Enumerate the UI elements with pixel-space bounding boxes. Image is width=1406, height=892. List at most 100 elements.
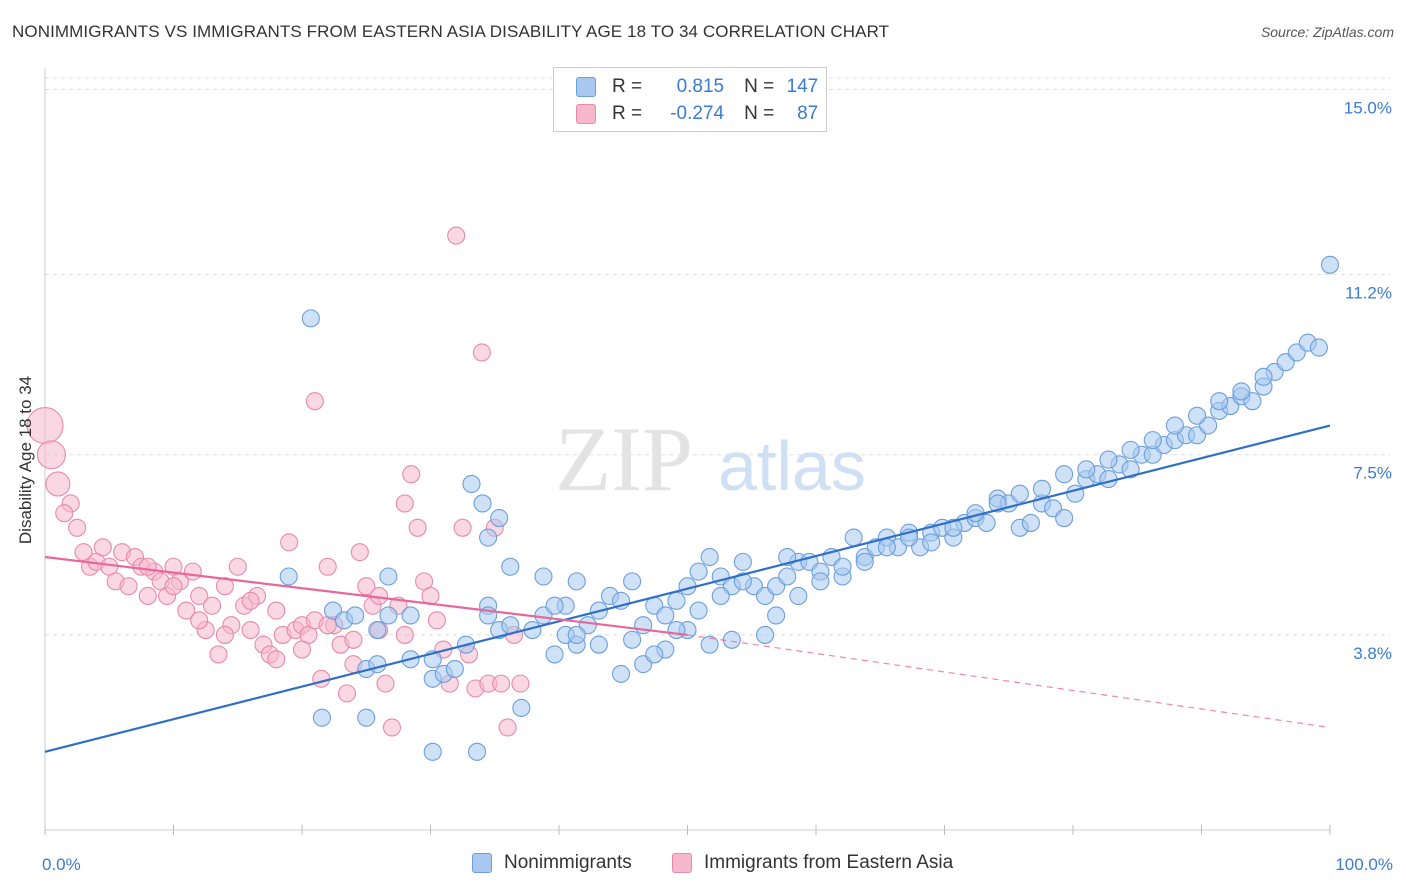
data-point-nonimmigrants xyxy=(789,586,808,606)
data-point-nonimmigrants xyxy=(700,547,719,567)
data-point-immigrants xyxy=(203,596,222,615)
data-point-nonimmigrants xyxy=(1210,392,1229,411)
data-point-nonimmigrants xyxy=(567,625,586,644)
correlation-legend: R = 0.815 N = 147 R = -0.274 N = 87 xyxy=(553,67,827,132)
data-point-immigrants xyxy=(68,518,87,537)
data-point-immigrants xyxy=(138,557,157,576)
data-point-nonimmigrants xyxy=(312,708,331,727)
data-point-nonimmigrants xyxy=(844,528,863,547)
data-point-immigrants xyxy=(318,557,337,576)
data-point-nonimmigrants xyxy=(589,635,608,654)
series-nonimmigrants-points xyxy=(279,255,1340,761)
data-point-nonimmigrants xyxy=(379,567,398,586)
data-point-nonimmigrants xyxy=(833,557,852,576)
bottom-legend-label: Nonimmigrants xyxy=(504,852,632,873)
data-point-immigrants xyxy=(45,471,71,497)
data-point-immigrants xyxy=(344,630,363,649)
data-point-immigrants xyxy=(183,562,202,581)
legend-r-value: -0.274 xyxy=(670,103,725,124)
data-point-immigrants xyxy=(395,494,414,513)
data-point-immigrants xyxy=(357,577,376,596)
data-point-immigrants xyxy=(498,718,517,737)
data-point-nonimmigrants xyxy=(423,742,442,761)
x-tick-label: 0.0% xyxy=(42,855,81,874)
data-point-nonimmigrants xyxy=(545,596,564,615)
data-point-nonimmigrants xyxy=(1099,450,1118,469)
data-point-nonimmigrants xyxy=(778,567,797,586)
data-point-immigrants xyxy=(55,504,74,523)
legend-row-immigrants: R = -0.274 N = 87 xyxy=(576,101,818,127)
data-point-nonimmigrants xyxy=(1143,431,1162,450)
watermark-atlas: atlas xyxy=(718,427,866,505)
data-point-nonimmigrants xyxy=(368,621,387,640)
y-tick-label: 7.5% xyxy=(1353,464,1392,483)
data-point-nonimmigrants xyxy=(922,533,941,552)
data-point-immigrants xyxy=(177,601,196,620)
data-point-nonimmigrants xyxy=(711,586,730,606)
data-point-nonimmigrants xyxy=(722,630,741,649)
data-point-immigrants xyxy=(376,674,395,693)
data-point-nonimmigrants xyxy=(1099,470,1118,489)
trend-line-immigrants xyxy=(44,555,688,637)
data-point-immigrants xyxy=(427,611,446,630)
data-point-nonimmigrants xyxy=(1121,460,1140,479)
x-tick-label: 100.0% xyxy=(1335,855,1393,874)
y-tick-label: 11.2% xyxy=(1345,284,1392,303)
data-point-nonimmigrants xyxy=(1232,382,1251,401)
data-point-immigrants xyxy=(190,611,209,630)
watermark-zip: ZIP xyxy=(555,408,693,510)
trend-line-immigrants-extension xyxy=(687,634,1331,729)
bottom-legend-nonimmigrants: Nonimmigrants xyxy=(472,852,632,874)
data-point-nonimmigrants xyxy=(944,518,963,537)
legend-row-nonimmigrants: R = 0.815 N = 147 xyxy=(576,74,818,100)
data-point-immigrants xyxy=(472,343,491,362)
tick-labels: 3.8% 7.5% 11.2% 15.0% 0.0% 100.0% xyxy=(42,98,1393,874)
legend-swatch-blue xyxy=(576,77,596,97)
data-point-nonimmigrants xyxy=(467,742,487,761)
data-point-nonimmigrants xyxy=(462,474,481,494)
data-point-nonimmigrants xyxy=(689,601,708,620)
data-point-immigrants xyxy=(241,591,260,610)
legend-n-value: 147 xyxy=(786,76,819,97)
data-point-nonimmigrants xyxy=(611,664,631,683)
y-tick-label: 15.0% xyxy=(1344,98,1392,117)
bottom-legend-swatch-blue xyxy=(472,853,492,873)
data-point-immigrants xyxy=(209,645,228,664)
data-point-immigrants xyxy=(395,625,414,644)
data-point-immigrants xyxy=(453,518,472,537)
data-point-nonimmigrants xyxy=(855,552,874,571)
data-point-nonimmigrants xyxy=(479,528,498,547)
bottom-legend-immigrants: Immigrants from Eastern Asia xyxy=(672,852,953,874)
legend-r-label: R = xyxy=(612,103,643,124)
trend-lines xyxy=(44,424,1331,753)
data-point-nonimmigrants xyxy=(1254,367,1273,386)
data-point-nonimmigrants xyxy=(767,606,786,625)
data-point-immigrants xyxy=(215,625,234,644)
data-point-nonimmigrants xyxy=(667,591,686,610)
data-point-nonimmigrants xyxy=(700,635,719,654)
data-point-immigrants xyxy=(228,557,247,576)
data-point-nonimmigrants xyxy=(1165,416,1184,435)
data-point-immigrants xyxy=(267,601,286,620)
y-tick-label: 3.8% xyxy=(1353,644,1392,663)
data-point-nonimmigrants xyxy=(1021,513,1040,532)
data-point-immigrants xyxy=(93,538,112,557)
data-point-nonimmigrants xyxy=(623,630,642,649)
data-point-immigrants xyxy=(241,621,260,640)
data-point-immigrants xyxy=(337,684,357,703)
data-point-immigrants xyxy=(511,674,530,693)
bottom-legend-label: Immigrants from Eastern Asia xyxy=(704,852,954,873)
data-point-nonimmigrants xyxy=(689,562,708,581)
bottom-legend-swatch-pink xyxy=(672,853,692,873)
data-point-immigrants xyxy=(164,577,183,596)
watermark: ZIP atlas xyxy=(555,408,866,510)
legend-n-label: N = xyxy=(744,103,775,124)
data-point-nonimmigrants xyxy=(667,621,686,640)
series-immigrants-points xyxy=(26,226,530,737)
data-point-nonimmigrants xyxy=(877,538,896,557)
data-point-nonimmigrants xyxy=(401,606,420,625)
data-point-immigrants xyxy=(119,577,138,596)
data-point-nonimmigrants xyxy=(279,567,298,586)
data-point-immigrants xyxy=(190,586,209,606)
data-point-nonimmigrants xyxy=(379,606,398,625)
